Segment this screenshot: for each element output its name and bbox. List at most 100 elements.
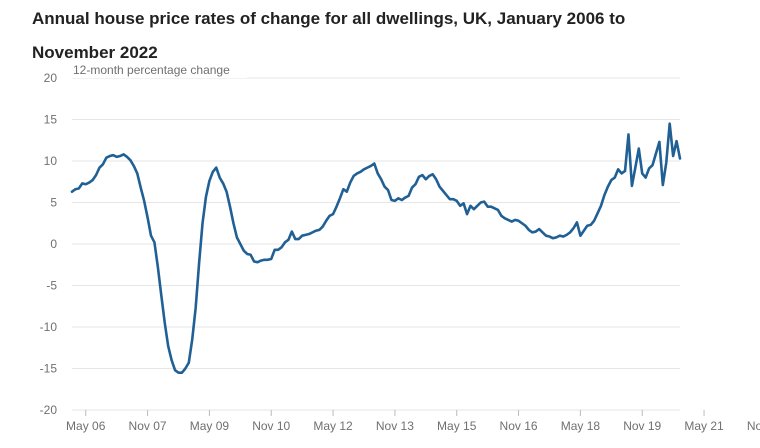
- data-point: [507, 219, 509, 221]
- data-point: [466, 213, 468, 215]
- data-point: [346, 191, 348, 193]
- data-point: [280, 246, 282, 248]
- data-point: [315, 230, 317, 232]
- data-point: [133, 165, 135, 167]
- data-point: [298, 238, 300, 240]
- data-point: [555, 236, 557, 238]
- y-tick-label: -15: [40, 362, 58, 376]
- data-point: [143, 200, 145, 202]
- y-axis-label: 12-month percentage change: [73, 63, 230, 77]
- data-point: [397, 197, 399, 199]
- data-point: [559, 235, 561, 237]
- data-point: [648, 167, 650, 169]
- data-point: [95, 174, 97, 176]
- data-point: [188, 361, 190, 363]
- data-point: [243, 249, 245, 251]
- data-point: [253, 260, 255, 262]
- data-point: [184, 367, 186, 369]
- data-point: [483, 200, 485, 202]
- data-point: [294, 238, 296, 240]
- data-point: [377, 172, 379, 174]
- data-point: [78, 187, 80, 189]
- data-point: [126, 156, 128, 158]
- data-point: [428, 175, 430, 177]
- data-point: [658, 141, 660, 143]
- data-point: [497, 209, 499, 211]
- data-point: [644, 176, 646, 178]
- data-point: [565, 234, 567, 236]
- data-point: [593, 220, 595, 222]
- data-point: [641, 172, 643, 174]
- data-point: [174, 369, 176, 371]
- data-point: [267, 259, 269, 261]
- data-point: [301, 235, 303, 237]
- data-point: [538, 228, 540, 230]
- data-point: [552, 237, 554, 239]
- data-point: [627, 133, 629, 135]
- data-point: [287, 239, 289, 241]
- data-point: [71, 191, 73, 193]
- data-point: [528, 229, 530, 231]
- data-point: [672, 155, 674, 157]
- data-point: [480, 201, 482, 203]
- data-point: [105, 156, 107, 158]
- data-point: [589, 224, 591, 226]
- data-point: [469, 205, 471, 207]
- data-point: [425, 178, 427, 180]
- data-point: [390, 199, 392, 201]
- data-point: [342, 188, 344, 190]
- data-point: [600, 205, 602, 207]
- data-point: [119, 155, 121, 157]
- data-point: [322, 225, 324, 227]
- data-point: [222, 182, 224, 184]
- data-point: [81, 182, 83, 184]
- data-point: [98, 166, 100, 168]
- data-point: [634, 166, 636, 168]
- data-point: [583, 230, 585, 232]
- data-point: [596, 212, 598, 214]
- data-point: [435, 178, 437, 180]
- data-point: [651, 164, 653, 166]
- data-point: [352, 175, 354, 177]
- data-point: [260, 259, 262, 261]
- data-point: [541, 231, 543, 233]
- y-axis-ticks: 20 15 10 5 0 -5 -10 -15 -20: [40, 71, 58, 417]
- series-layer: [70, 122, 682, 374]
- data-point: [631, 185, 633, 187]
- data-point: [476, 205, 478, 207]
- x-tick-label: Nov 19: [623, 419, 661, 433]
- data-point: [418, 176, 420, 178]
- data-point: [164, 322, 166, 324]
- data-point: [157, 266, 159, 268]
- y-tick-label: 0: [50, 237, 57, 251]
- data-point: [198, 262, 200, 264]
- data-point: [318, 229, 320, 231]
- data-point: [115, 156, 117, 158]
- y-tick-label: 20: [44, 71, 58, 85]
- data-point: [442, 190, 444, 192]
- data-point: [449, 198, 451, 200]
- data-point: [328, 215, 330, 217]
- data-point: [229, 205, 231, 207]
- data-point: [414, 183, 416, 185]
- data-point: [638, 147, 640, 149]
- data-point: [349, 181, 351, 183]
- data-point: [603, 194, 605, 196]
- data-point: [572, 227, 574, 229]
- data-point: [91, 179, 93, 181]
- data-point: [85, 183, 87, 185]
- data-point: [662, 184, 664, 186]
- data-point: [614, 176, 616, 178]
- data-point: [170, 359, 172, 361]
- data-point: [284, 241, 286, 243]
- x-tick-label: Nov 22: [747, 419, 760, 433]
- data-point: [191, 338, 193, 340]
- data-point: [136, 172, 138, 174]
- data-point: [225, 191, 227, 193]
- data-point: [545, 235, 547, 237]
- data-point: [150, 235, 152, 237]
- data-point: [675, 140, 677, 142]
- data-point: [140, 186, 142, 188]
- data-point: [452, 198, 454, 200]
- data-point: [510, 220, 512, 222]
